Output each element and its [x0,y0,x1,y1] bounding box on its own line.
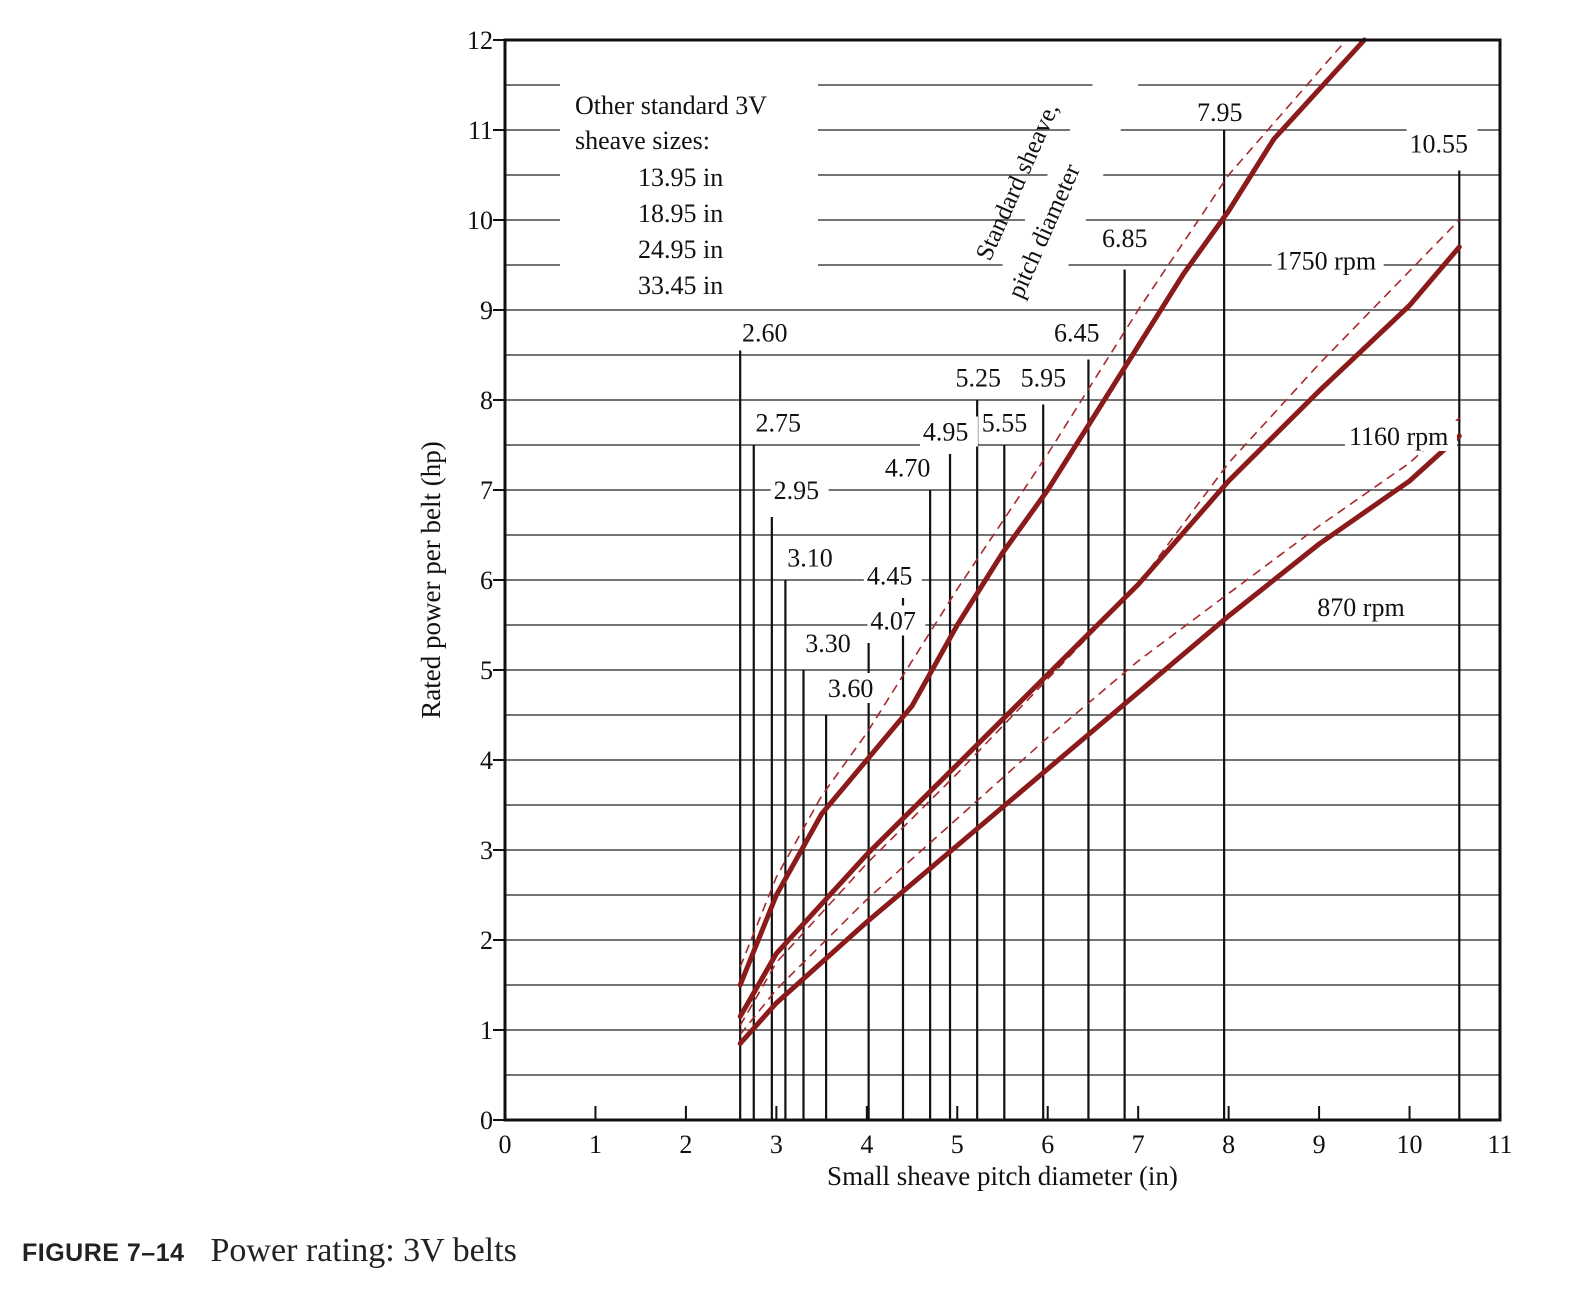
sheave-label-2.95: 2.95 [774,476,820,505]
sheave-label-7.95: 7.95 [1197,98,1243,127]
other-size-item: 33.45 in [638,271,723,300]
sheave-label-4.45: 4.45 [867,562,913,591]
y-tick-label: 7 [480,476,493,505]
dashed-curve-2 [739,219,1460,1026]
y-tick-label: 0 [480,1106,493,1135]
sheave-label-bg [784,542,843,573]
sheave-label-bg [919,416,978,447]
sheave-label-bg [1017,362,1076,393]
sheave-label-4.95: 4.95 [923,418,969,447]
x-tick-label: 8 [1222,1130,1235,1159]
sheave-label-bg [802,628,861,658]
y-tick-label: 9 [480,296,493,325]
y-tick-label: 5 [480,656,493,685]
x-tick-label: 9 [1313,1130,1326,1159]
rpm-curves [737,37,1462,1046]
sheave-label-bg [952,362,1011,393]
chart-labels: Small sheave pitch diameter (in) Rated po… [416,80,1478,1191]
x-tick-label: 10 [1397,1130,1423,1159]
y-tick-label: 4 [480,746,493,775]
y-tick-label: 1 [480,1016,493,1045]
y-tick-label: 3 [480,836,493,865]
sheave-label-3.10: 3.10 [787,544,833,573]
sheave-label-3.30: 3.30 [805,629,851,658]
sheave-label-bg [867,605,926,636]
rotated-label-bg [985,80,1140,300]
x-tick-label: 2 [679,1130,692,1159]
sheave-label-5.95: 5.95 [1021,364,1066,393]
x-tick-label: 5 [951,1130,964,1159]
sheave-label-bg [752,407,811,438]
series-label-870-rpm: 870 rpm [1317,593,1404,622]
other-sizes-subheading: sheave sizes: [575,126,710,155]
sheave-label-2.60: 2.60 [742,319,788,348]
series-label-bg [1271,245,1384,276]
x-tick-label: 0 [499,1130,512,1159]
sheave-label-4.70: 4.70 [885,454,931,483]
sheave-label-bg [1051,317,1110,348]
other-size-item: 13.95 in [638,163,723,192]
series-label-bg [1344,421,1457,451]
sheave-label-bg [1099,223,1157,253]
curve-1160-rpm [737,244,1462,1019]
other-size-item: 18.95 in [638,199,723,228]
sheave-label-bg [881,452,940,483]
series-label-1160-rpm: 1160 rpm [1349,422,1448,451]
figure-number: FIGURE 7–14 [22,1239,185,1267]
y-axis-label: Rated power per belt (hp) [416,441,446,718]
sheave-label-6.85: 6.85 [1102,224,1148,253]
dashed-curve-1 [739,39,1347,968]
grid-lines [505,84,1500,1076]
y-tick-label: 10 [467,206,493,235]
y-tick-label: 11 [468,116,493,145]
x-tick-label: 3 [770,1130,783,1159]
other-size-item: 24.95 in [638,235,723,264]
plot-frame [503,38,1502,1122]
x-tick-label: 11 [1487,1130,1512,1159]
curve-870-rpm [737,433,1462,1046]
x-tick-label: 6 [1041,1130,1054,1159]
dashed-curves [739,39,1460,1036]
sheave-label-5.55: 5.55 [982,409,1028,438]
sheave-label-bg [978,407,1037,438]
sheave-label-bg [863,560,922,591]
figure-title: Power rating: 3V belts [210,1232,517,1269]
sheave-label-bg [1406,128,1478,159]
sheave-label-bg [738,317,797,348]
sheave-label-6.45: 6.45 [1054,319,1100,348]
y-tick-label: 12 [467,26,493,55]
x-axis-label: Small sheave pitch diameter (in) [827,1161,1178,1191]
other-sizes-bg [560,80,818,302]
sheave-label-5.25: 5.25 [955,364,1001,393]
y-tick-label: 2 [480,926,493,955]
sheave-label-bg [770,475,829,505]
sheave-label-bg [1193,97,1252,127]
sheave-label-3.60: 3.60 [828,674,874,703]
curve-1750-rpm [737,37,1367,988]
x-tick-label: 1 [589,1130,602,1159]
sheave-label-2.75: 2.75 [756,409,802,438]
dashed-curve-3 [739,417,1460,1036]
y-tick-label: 6 [480,566,493,595]
sheave-label-10.55: 10.55 [1410,130,1469,159]
series-label-1750-rpm: 1750 rpm [1276,247,1376,276]
x-tick-label: 7 [1132,1130,1145,1159]
sheave-label-4.07: 4.07 [870,607,916,636]
series-label-bg [1313,592,1413,622]
standard-sheave-lines [739,130,1461,1120]
x-tick-label: 4 [860,1130,873,1159]
other-sizes-heading: Other standard 3V [575,91,767,120]
y-tick-label: 8 [480,386,493,415]
sheave-label-bg [824,673,883,703]
figure-caption: FIGURE 7–14 Power rating: 3V belts [22,1232,517,1270]
